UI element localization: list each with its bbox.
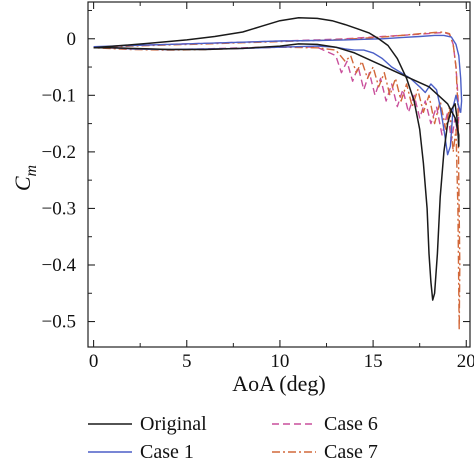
y-tick-label: −0.1 xyxy=(42,85,76,106)
series-line-original xyxy=(93,17,460,301)
legend-label: Original xyxy=(140,413,207,435)
x-tick-labels: 0 5 10 15 20 xyxy=(89,351,474,372)
x-tick-label: 15 xyxy=(364,351,383,372)
series-layer xyxy=(93,17,463,331)
y-tick-label: −0.5 xyxy=(42,312,76,333)
legend-label: Case 6 xyxy=(324,413,378,435)
x-tick-label: 5 xyxy=(182,351,192,372)
y-axis-title: Cm xyxy=(10,165,40,191)
y-tick-label: 0 xyxy=(67,29,77,50)
x-tick-label: 0 xyxy=(89,351,99,372)
y-axis-title-sub: m xyxy=(23,165,40,177)
y-tick-labels: 0 −0.1 −0.2 −0.3 −0.4 −0.5 xyxy=(42,29,77,333)
y-tick-label: −0.3 xyxy=(42,198,76,219)
y-tick-label: −0.4 xyxy=(42,255,77,276)
axis-ticks xyxy=(88,2,470,347)
series-line-case-7 xyxy=(93,31,461,331)
x-tick-label: 20 xyxy=(457,351,474,372)
legend: Original Case 1 Case 6 Case 7 xyxy=(88,413,378,463)
y-tick-label: −0.2 xyxy=(42,142,76,163)
x-axis-title: AoA (deg) xyxy=(232,371,325,396)
legend-label: Case 1 xyxy=(140,441,194,463)
series-line-case-1 xyxy=(93,34,463,156)
y-axis-title-main: C xyxy=(10,176,35,191)
legend-label: Case 7 xyxy=(324,441,378,463)
series-line-case-6 xyxy=(93,31,460,142)
x-tick-label: 10 xyxy=(270,351,289,372)
plot-frame xyxy=(87,1,471,348)
